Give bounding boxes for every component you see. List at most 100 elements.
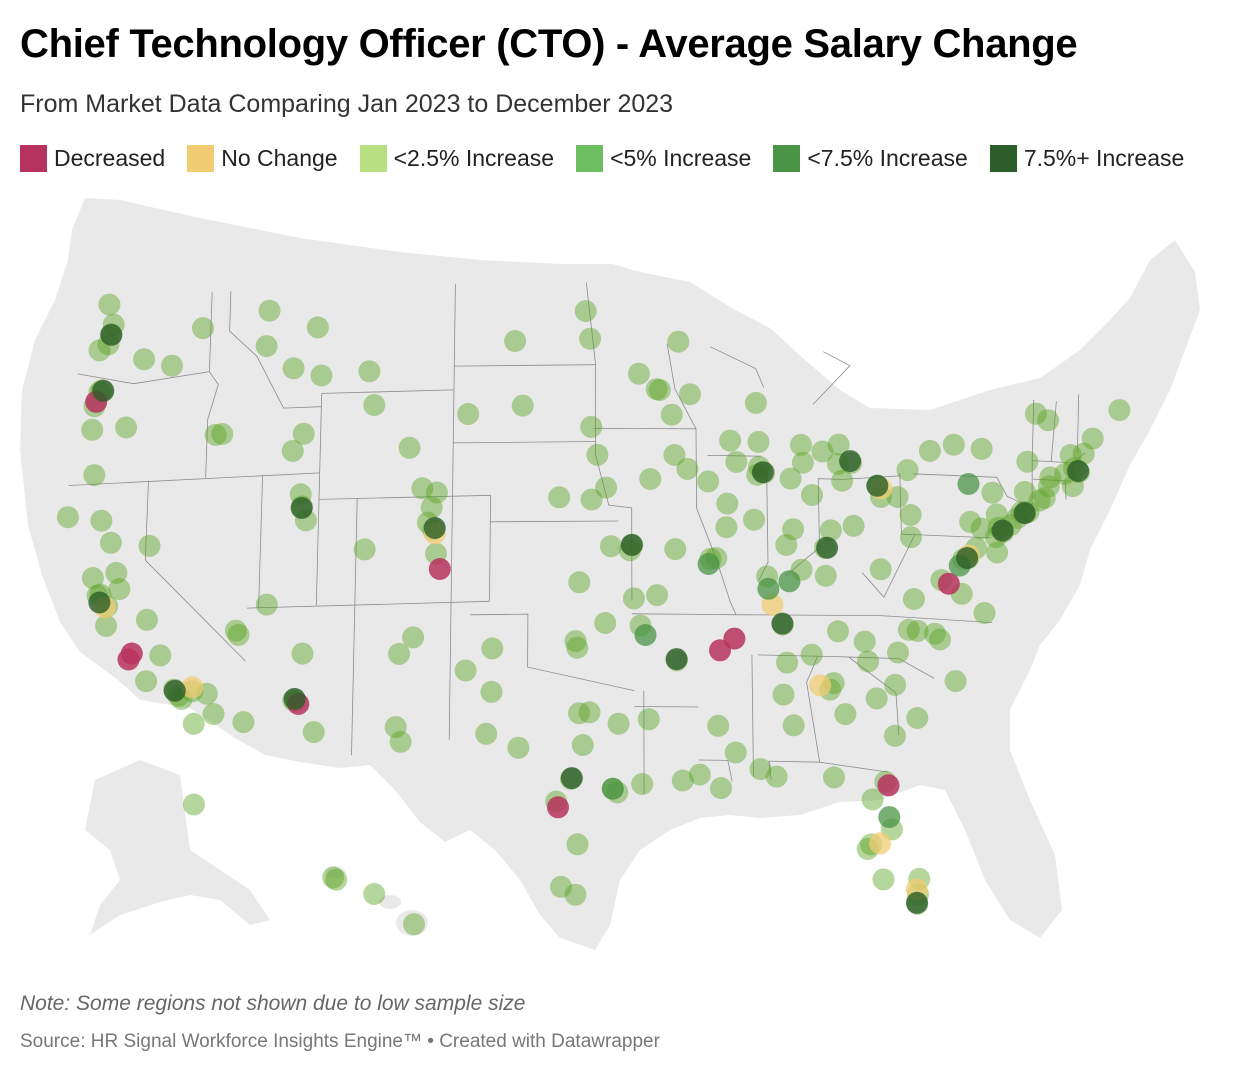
salary-bubble-increase-7-5-plus[interactable] <box>560 767 583 790</box>
salary-bubble-increase[interactable] <box>133 348 156 371</box>
salary-bubble-increase[interactable] <box>842 514 865 537</box>
salary-bubble-increase[interactable] <box>255 335 278 358</box>
salary-bubble-increase[interactable] <box>664 538 687 561</box>
salary-bubble-increase[interactable] <box>918 439 941 462</box>
salary-bubble-increase[interactable] <box>81 418 104 441</box>
salary-bubble-increase[interactable] <box>322 866 345 889</box>
salary-bubble-increase-7-5-plus[interactable] <box>100 323 123 346</box>
salary-bubble-increase[interactable] <box>772 683 795 706</box>
salary-bubble-increase[interactable] <box>831 469 854 492</box>
salary-bubble-increase-7-5-plus[interactable] <box>163 679 186 702</box>
salary-bubble-increase[interactable] <box>814 564 837 587</box>
salary-bubble-increase[interactable] <box>827 433 850 456</box>
salary-bubble-increase-7-5[interactable] <box>601 777 624 800</box>
salary-bubble-increase[interactable] <box>743 508 765 531</box>
salary-bubble-increase[interactable] <box>108 578 131 601</box>
salary-bubble-increase[interactable] <box>1072 442 1095 465</box>
salary-bubble-increase[interactable] <box>578 701 601 724</box>
salary-bubble-increase-7-5[interactable] <box>697 553 720 575</box>
salary-bubble-increase[interactable] <box>398 436 421 459</box>
salary-bubble-increase[interactable] <box>149 644 172 667</box>
salary-bubble-increase[interactable] <box>637 708 660 731</box>
salary-bubble-increase[interactable] <box>281 439 304 462</box>
salary-bubble-increase[interactable] <box>790 433 812 456</box>
salary-bubble-increase[interactable] <box>707 714 730 737</box>
salary-bubble-increase-7-5[interactable] <box>757 577 780 600</box>
salary-bubble-increase[interactable] <box>942 433 965 456</box>
salary-bubble-increase[interactable] <box>586 443 609 466</box>
salary-bubble-increase[interactable] <box>747 430 770 453</box>
salary-bubble-increase[interactable] <box>834 703 857 726</box>
salary-bubble-increase[interactable] <box>403 913 425 936</box>
salary-bubble-increase-7-5-plus[interactable] <box>1013 502 1036 525</box>
salary-bubble-increase[interactable] <box>782 714 805 737</box>
salary-bubble-increase[interactable] <box>571 734 594 756</box>
salary-bubble-increase[interactable] <box>99 531 122 554</box>
salary-bubble-increase[interactable] <box>944 670 967 693</box>
salary-bubble-increase[interactable] <box>595 476 618 499</box>
salary-bubble-increase-7-5-plus[interactable] <box>92 379 115 402</box>
salary-bubble-increase[interactable] <box>580 488 603 511</box>
salary-bubble-decreased[interactable] <box>547 796 569 819</box>
salary-bubble-increase[interactable] <box>819 519 842 542</box>
salary-bubble-increase-7-5[interactable] <box>778 570 801 593</box>
salary-bubble-increase[interactable] <box>1037 409 1060 432</box>
salary-bubble-increase[interactable] <box>211 423 234 445</box>
salary-bubble-no-change[interactable] <box>181 676 204 699</box>
salary-bubble-increase[interactable] <box>564 630 587 653</box>
salary-bubble-increase[interactable] <box>566 636 589 659</box>
salary-bubble-increase[interactable] <box>929 628 951 651</box>
salary-bubble-increase[interactable] <box>791 451 814 474</box>
salary-bubble-increase-7-5-plus[interactable] <box>771 612 794 635</box>
salary-bubble-increase[interactable] <box>161 354 183 377</box>
salary-bubble-increase[interactable] <box>607 712 630 735</box>
salary-bubble-increase[interactable] <box>1039 466 1062 489</box>
salary-bubble-increase[interactable] <box>138 534 161 557</box>
salary-bubble-increase[interactable] <box>1081 427 1104 450</box>
salary-bubble-increase-7-5-plus[interactable] <box>88 591 111 614</box>
salary-bubble-increase[interactable] <box>363 883 386 905</box>
salary-bubble-increase[interactable] <box>358 360 381 383</box>
salary-bubble-increase[interactable] <box>420 496 443 519</box>
salary-bubble-increase-7-5-plus[interactable] <box>283 687 306 710</box>
salary-bubble-increase[interactable] <box>548 486 571 509</box>
salary-bubble-increase[interactable] <box>906 619 929 642</box>
salary-bubble-increase[interactable] <box>182 712 205 735</box>
salary-bubble-increase[interactable] <box>923 622 946 645</box>
salary-bubble-increase[interactable] <box>749 758 772 781</box>
salary-bubble-increase[interactable] <box>986 541 1009 564</box>
salary-bubble-increase[interactable] <box>697 470 720 493</box>
salary-bubble-increase[interactable] <box>1016 450 1039 473</box>
salary-bubble-increase-7-5[interactable] <box>878 806 901 829</box>
salary-bubble-increase[interactable] <box>568 702 591 725</box>
salary-bubble-increase[interactable] <box>511 394 534 417</box>
salary-bubble-increase-7-5-plus[interactable] <box>751 461 774 484</box>
salary-bubble-increase[interactable] <box>227 623 250 646</box>
salary-bubble-increase[interactable] <box>224 619 247 642</box>
salary-bubble-increase[interactable] <box>310 364 333 387</box>
salary-bubble-increase[interactable] <box>800 643 823 666</box>
salary-bubble-increase[interactable] <box>872 868 895 891</box>
salary-bubble-increase[interactable] <box>776 651 799 674</box>
salary-bubble-decreased[interactable] <box>937 572 960 595</box>
salary-bubble-increase[interactable] <box>857 650 879 673</box>
salary-bubble-increase-7-5-plus[interactable] <box>290 497 313 519</box>
salary-bubble-no-change[interactable] <box>809 674 832 697</box>
salary-bubble-increase[interactable] <box>580 415 603 438</box>
salary-bubble-decreased[interactable] <box>120 642 143 665</box>
salary-bubble-increase[interactable] <box>550 875 572 898</box>
salary-bubble-increase[interactable] <box>1028 489 1051 512</box>
salary-bubble-increase[interactable] <box>98 293 121 316</box>
salary-bubble-increase-7-5-plus[interactable] <box>991 519 1014 542</box>
salary-bubble-increase-7-5[interactable] <box>634 624 657 646</box>
salary-bubble-increase[interactable] <box>779 467 802 490</box>
salary-bubble-increase-7-5-plus[interactable] <box>839 450 862 473</box>
salary-bubble-increase[interactable] <box>88 339 111 362</box>
salary-bubble-increase[interactable] <box>884 673 907 696</box>
salary-bubble-increase[interactable] <box>481 637 504 660</box>
salary-bubble-increase[interactable] <box>202 703 225 725</box>
salary-bubble-increase[interactable] <box>639 468 662 490</box>
salary-bubble-increase[interactable] <box>594 612 617 634</box>
salary-bubble-increase[interactable] <box>725 450 748 473</box>
salary-bubble-increase-7-5-plus[interactable] <box>423 517 446 539</box>
